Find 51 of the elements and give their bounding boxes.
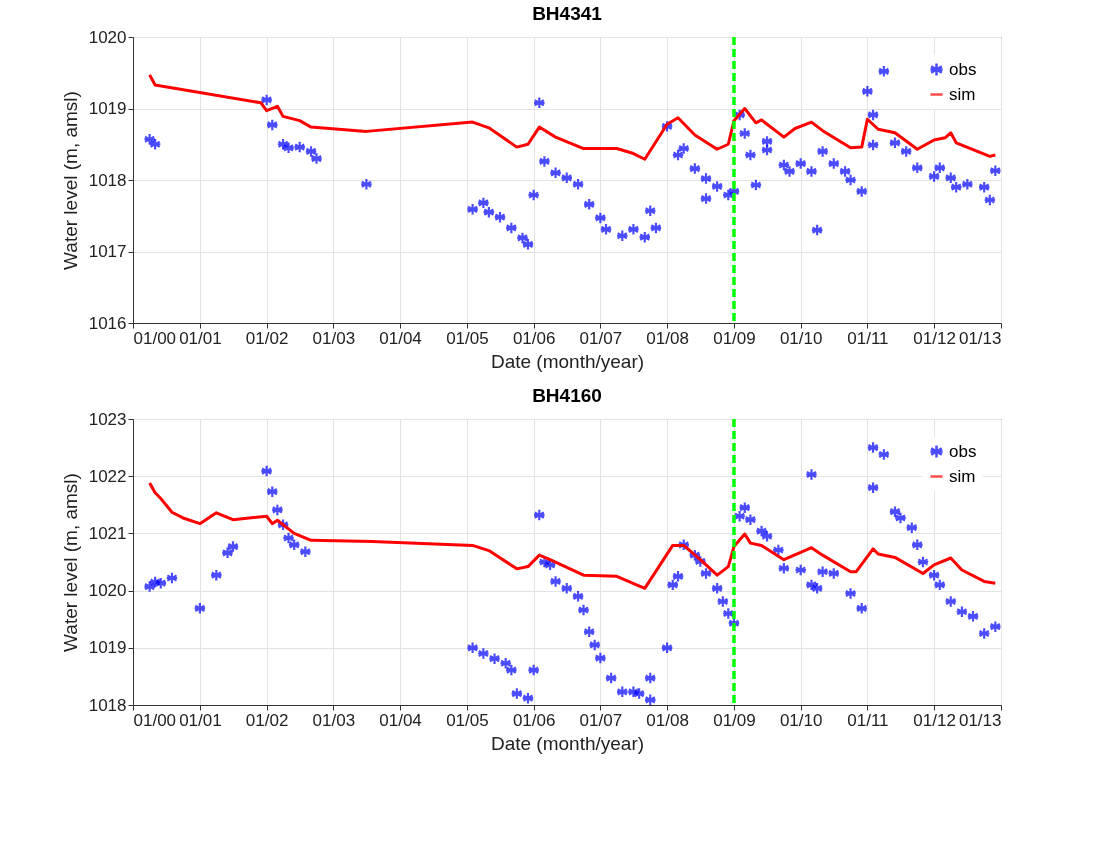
x-axis-title: Date (month/year): [490, 732, 645, 754]
x-tick-label: 01/07: [579, 710, 623, 730]
x-tick-label: 01/12: [913, 710, 956, 730]
x-tick-label: 01/08: [646, 710, 689, 730]
y-axis-title: Water level (m, amsl): [59, 91, 81, 270]
y-tick-label: 1022: [88, 466, 127, 486]
legend-label: sim: [949, 84, 976, 104]
line-series: [148, 481, 997, 590]
y-tick-label: 1016: [88, 313, 127, 333]
x-tick-label: 01/05: [446, 328, 489, 348]
y-tick-label: 1019: [88, 99, 127, 118]
x-tick-label: 01/06: [512, 710, 556, 730]
line-series: [148, 73, 997, 161]
x-tick-label: 01/03: [312, 710, 356, 730]
x-tick-label: 01/02: [245, 710, 289, 730]
y-tick-label: 1018: [88, 695, 127, 715]
x-tick-label: 01/13: [958, 710, 1002, 730]
x-tick-label: 01/02: [245, 328, 289, 348]
x-tick-label: 01/09: [713, 710, 756, 730]
legend-label: sim: [949, 466, 976, 486]
x-tick-label: 01/01: [179, 710, 222, 730]
y-tick-label: 1023: [88, 409, 127, 429]
x-tick-label: 01/05: [446, 710, 489, 730]
x-tick-label: 01/12: [913, 328, 956, 348]
x-tick-label: 01/11: [847, 328, 889, 348]
x-tick-label: 01/07: [579, 328, 623, 348]
x-tick-label: 01/08: [646, 328, 689, 348]
x-tick-label: 01/04: [379, 328, 422, 348]
x-tick-label: 01/09: [713, 328, 756, 348]
x-tick-label: 01/04: [379, 710, 422, 730]
y-tick-label: 1020: [88, 27, 127, 47]
legend-label: obs: [949, 59, 977, 79]
chart-title: BH4160: [532, 385, 602, 406]
x-tick-label: 01/10: [779, 328, 823, 348]
x-tick-label: 01/11: [847, 710, 889, 730]
y-tick-label: 1020: [88, 581, 127, 601]
legend-label: obs: [949, 441, 977, 461]
x-tick-label: 01/00: [133, 710, 177, 730]
x-tick-label: 01/10: [779, 710, 823, 730]
y-tick-label: 1021: [88, 523, 127, 543]
x-tick-label: 01/13: [958, 328, 1002, 348]
x-axis-title: Date (month/year): [490, 350, 645, 372]
x-tick-label: 01/01: [179, 328, 222, 348]
y-axis-title: Water level (m, amsl): [59, 473, 81, 652]
chart-title: BH4341: [532, 3, 603, 24]
y-tick-label: 1018: [88, 170, 127, 190]
y-tick-label: 1019: [88, 638, 127, 658]
x-tick-label: 01/06: [512, 328, 556, 348]
y-tick-label: 1017: [88, 242, 127, 261]
x-tick-label: 01/00: [133, 328, 177, 348]
x-tick-label: 01/03: [312, 328, 356, 348]
